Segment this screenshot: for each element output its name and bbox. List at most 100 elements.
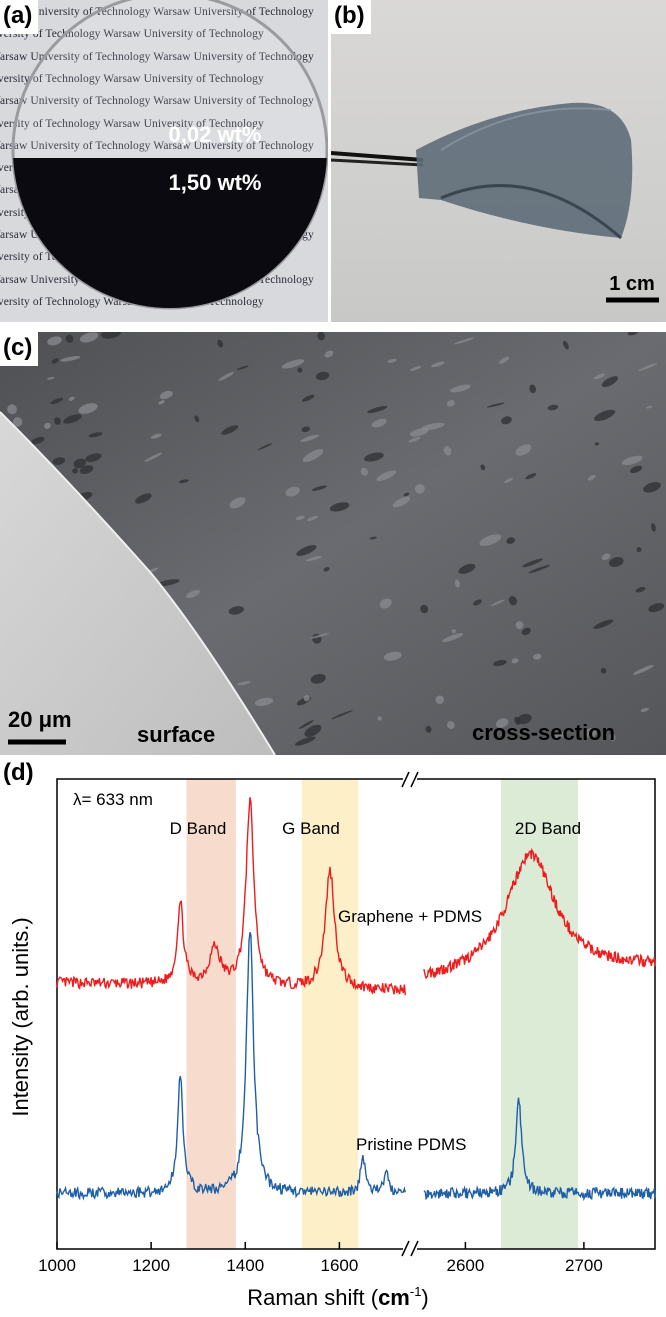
graphene-flake <box>52 457 66 465</box>
series-layer <box>56 797 656 1202</box>
panel-b-label: (b) <box>331 0 371 34</box>
film-edge <box>440 184 622 240</box>
graphene-flake <box>511 658 519 664</box>
graphene-flake <box>310 673 326 684</box>
panel-a-label: (a) <box>0 0 39 34</box>
graphene-flake <box>54 417 61 425</box>
graphene-flake <box>298 720 314 730</box>
surface-region <box>0 412 275 755</box>
band-g-highlight <box>301 779 359 1249</box>
graphene-flake <box>533 653 542 660</box>
watermark-line: Warsaw University of Technology Warsaw U… <box>0 140 314 152</box>
graphene-flake <box>376 470 396 482</box>
graphene-flake <box>7 404 18 415</box>
tweezers-arm <box>331 158 424 167</box>
lower-concentration-label: 1,50 wt% <box>169 170 262 195</box>
graphene-flake <box>563 340 569 350</box>
graphene-flake <box>414 483 425 494</box>
axis-break-bottom <box>401 1240 419 1257</box>
x-tick-label: 1200 <box>132 1256 170 1275</box>
graphene-flake <box>594 442 600 446</box>
x-axis-title-exp: -1 <box>410 1284 422 1299</box>
graphene-flake <box>65 334 74 343</box>
graphene-flake <box>493 659 507 667</box>
graphene-flake <box>135 493 152 504</box>
series-line-graphene-pdms-right <box>423 847 656 980</box>
upper-concentration-label: 0,02 wt% <box>169 122 262 147</box>
graphene-flake <box>601 553 611 561</box>
graphene-flake <box>651 523 656 532</box>
graphene-flake <box>450 384 471 393</box>
graphene-flake <box>73 458 86 469</box>
series-line-pristine-pdms-left <box>56 931 406 1201</box>
x-tick-label: 1400 <box>226 1256 264 1275</box>
graphene-flake <box>638 363 658 372</box>
graphene-flake <box>547 404 559 411</box>
graphene-flake <box>408 436 421 443</box>
graphene-flake <box>360 467 368 476</box>
graphene-flake <box>295 736 316 746</box>
graphene-flake <box>498 356 510 364</box>
graphene-flake <box>12 417 23 427</box>
tweezers-arm <box>331 151 424 162</box>
graphene-flake <box>68 396 75 401</box>
raman-chart-svg: 1000 1200 1400 1600 2600 2700 λ= 633 nm Graph… <box>8 771 656 1310</box>
graphene-flake <box>473 599 482 606</box>
graphene-flake <box>194 415 200 423</box>
graphene-flake <box>515 621 524 630</box>
graphene-flake <box>643 482 661 493</box>
graphene-flake <box>458 563 476 574</box>
cross-section-region-label: cross-section <box>472 720 615 745</box>
bent-film-graphic: 1 cm <box>331 102 659 303</box>
watermark-line: Warsaw University of Technology Warsaw U… <box>0 50 314 63</box>
graphene-flake <box>379 598 392 609</box>
graphene-flake <box>420 604 429 614</box>
graphene-flake <box>156 579 180 587</box>
graphene-flake <box>609 733 616 742</box>
x-axis-title-unit: cm <box>378 1285 410 1310</box>
x-tick-label: 1000 <box>38 1256 76 1275</box>
graphene-flake <box>101 332 122 339</box>
graphene-flake <box>425 725 432 733</box>
band-d-highlight <box>186 779 236 1249</box>
graphene-flake <box>371 418 387 428</box>
x-axis-title-main: Raman shift ( <box>247 1285 378 1310</box>
graphene-flake <box>47 336 62 346</box>
graphene-flake <box>50 397 63 405</box>
graphene-flake <box>514 716 521 725</box>
graphene-flake <box>601 376 619 388</box>
graphene-flake <box>508 595 517 606</box>
graphene-flake <box>495 718 509 728</box>
graphene-flake <box>307 515 318 522</box>
graphene-flake <box>79 465 94 474</box>
graphene-flake <box>315 371 330 381</box>
graphene-flake <box>608 557 624 567</box>
graphene-flake <box>421 422 445 431</box>
bands-layer <box>186 779 578 1249</box>
graphene-flake <box>446 721 455 730</box>
graphene-flake <box>221 425 239 435</box>
graphene-flake <box>506 537 516 544</box>
graphene-flake <box>403 492 410 497</box>
graphene-flake <box>435 695 445 705</box>
graphene-flake <box>515 444 532 456</box>
graphene-flake <box>302 449 324 463</box>
x-tick-label: 1600 <box>320 1256 358 1275</box>
graphene-flake <box>525 473 537 480</box>
graphene-flake <box>324 350 334 358</box>
graphene-flake <box>159 390 173 400</box>
graphene-flake <box>303 695 310 702</box>
ticks-layer: 1000 1200 1400 1600 2600 2700 <box>38 1242 603 1275</box>
axis-break-top <box>401 771 419 788</box>
graphene-flake <box>158 400 165 405</box>
film-highlight <box>440 107 612 151</box>
graphene-flake <box>218 371 235 381</box>
sem-graphic: 20 μm surface cross-section <box>0 332 666 755</box>
watermark-line: Warsaw University of Technology Warsaw U… <box>0 72 264 85</box>
series-line-graphene-pdms-left <box>56 797 406 996</box>
graphene-flake <box>584 728 597 738</box>
series-label-pristine-pdms: Pristine PDMS <box>356 1135 467 1154</box>
graphene-flake <box>296 545 317 556</box>
panel-b-photo: 1 cm (b) <box>331 0 666 322</box>
band-label-g: G Band <box>282 819 340 838</box>
